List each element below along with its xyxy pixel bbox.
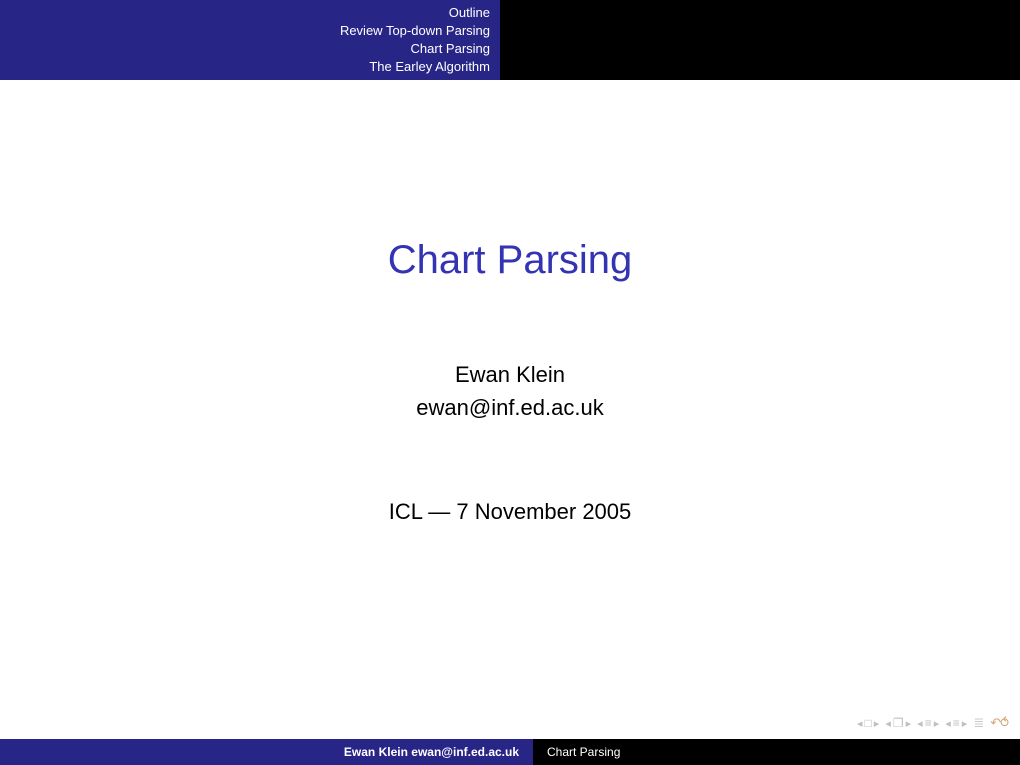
nav-subsection-group: ◂ ❐ ▸ [885, 716, 911, 730]
nav-subsec-back-icon[interactable]: ◂ [885, 717, 891, 730]
nav-frame-fwd-icon[interactable]: ▸ [874, 717, 880, 730]
nav-section-group: ◂ ≡ ▸ [917, 716, 939, 730]
slide-footer: Ewan Klein ewan@inf.ed.ac.uk Chart Parsi… [0, 739, 1020, 765]
nav-sec-back-icon[interactable]: ◂ [917, 717, 923, 730]
nav-sec-icon[interactable]: ≡ [925, 716, 932, 730]
nav-frame-icon[interactable]: □ [865, 716, 872, 730]
nav-pres-fwd-icon[interactable]: ▸ [962, 717, 968, 730]
nav-pres-icon[interactable]: ≡ [953, 716, 960, 730]
nav-goto-icon[interactable]: ≣ [973, 715, 984, 731]
author-block: Ewan Klein ewan@inf.ed.ac.uk [416, 358, 603, 424]
slide-body: Chart Parsing Ewan Klein ewan@inf.ed.ac.… [0, 80, 1020, 733]
nav-undo-icon[interactable]: ↶⥀ [990, 715, 1008, 731]
author-email: ewan@inf.ed.ac.uk [416, 391, 603, 424]
header-right-block [500, 0, 1020, 80]
header-section-outline[interactable]: Outline [449, 4, 490, 22]
footer-author: Ewan Klein ewan@inf.ed.ac.uk [0, 739, 533, 765]
header-section-earley[interactable]: The Earley Algorithm [369, 58, 490, 76]
venue-date: ICL — 7 November 2005 [389, 499, 632, 525]
nav-subsec-fwd-icon[interactable]: ▸ [906, 717, 912, 730]
nav-pres-back-icon[interactable]: ◂ [945, 717, 951, 730]
footer-title-block: Chart Parsing [533, 739, 1020, 765]
nav-frame-back-icon[interactable]: ◂ [857, 717, 863, 730]
nav-frame-group: ◂ □ ▸ [857, 716, 879, 730]
nav-subsec-icon[interactable]: ❐ [893, 716, 904, 730]
nav-presentation-group: ◂ ≡ ▸ [945, 716, 967, 730]
header-section-review[interactable]: Review Top-down Parsing [340, 22, 490, 40]
footer-title: Chart Parsing [547, 745, 620, 759]
header-section-chart[interactable]: Chart Parsing [411, 40, 490, 58]
header-sections: Outline Review Top-down Parsing Chart Pa… [0, 0, 500, 80]
slide-title: Chart Parsing [388, 238, 633, 283]
author-name: Ewan Klein [416, 358, 603, 391]
beamer-nav-bar: ◂ □ ▸ ◂ ❐ ▸ ◂ ≡ ▸ ◂ ≡ ▸ ≣ ↶⥀ [857, 715, 1008, 731]
nav-sec-fwd-icon[interactable]: ▸ [934, 717, 940, 730]
slide-header: Outline Review Top-down Parsing Chart Pa… [0, 0, 1020, 80]
